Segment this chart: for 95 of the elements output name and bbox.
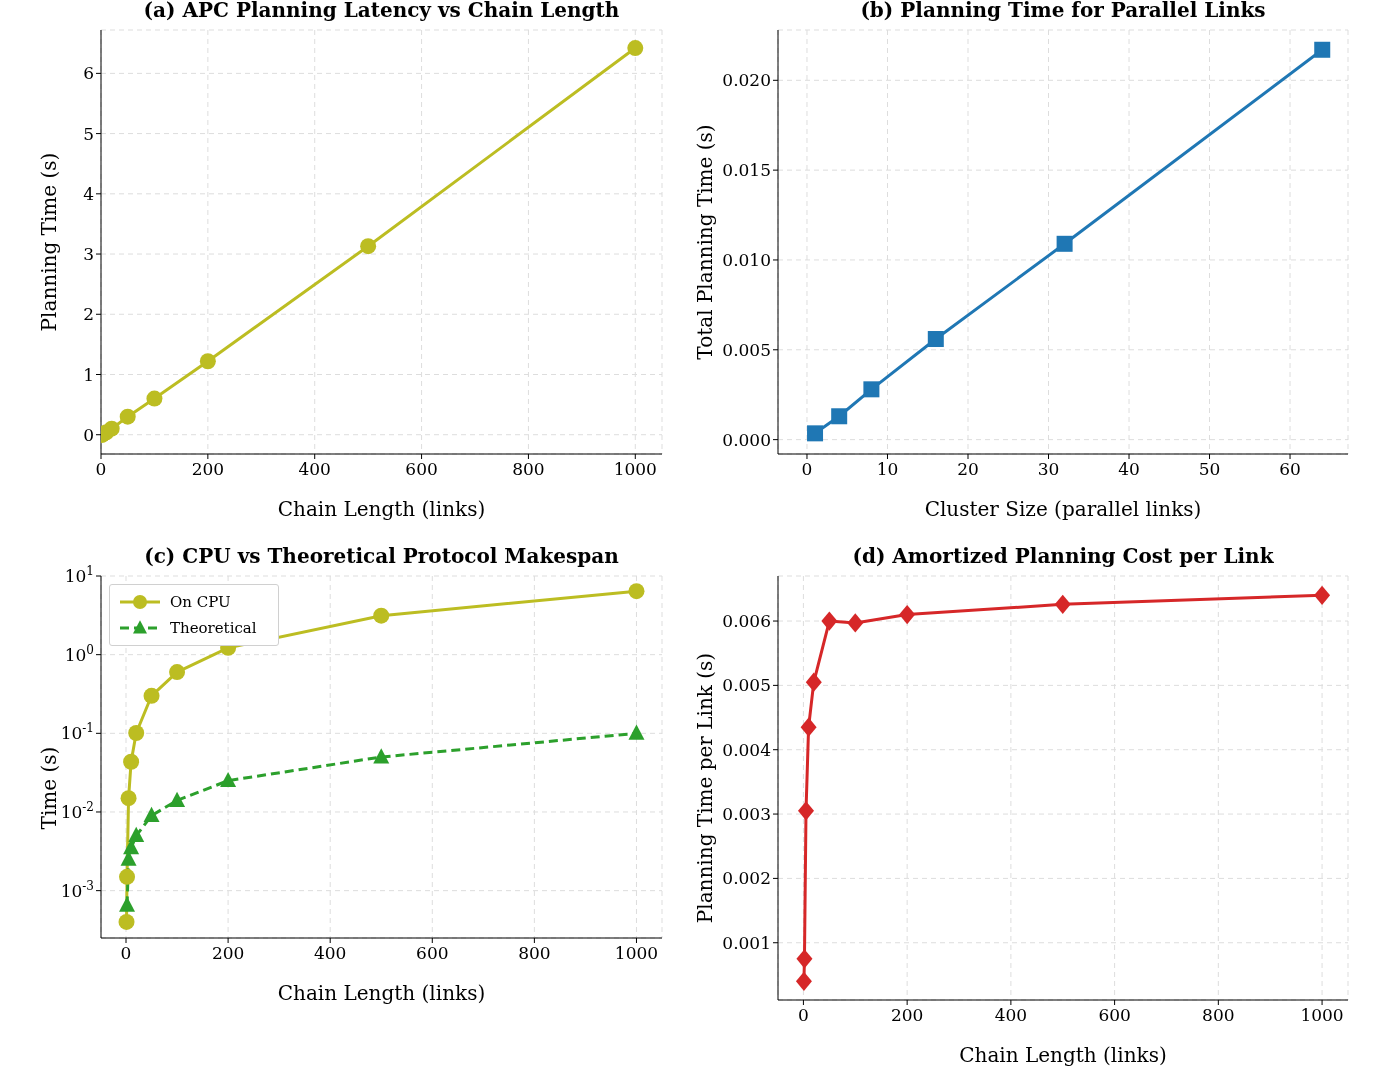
point: [805, 672, 822, 692]
x-tick-label: 200: [890, 1005, 924, 1025]
point: [1056, 235, 1073, 252]
y-tick-label: 2: [83, 304, 94, 325]
point: [128, 724, 145, 741]
y-tick-label: 0.006: [722, 611, 771, 632]
point: [1314, 585, 1331, 605]
point: [847, 613, 864, 633]
point: [628, 583, 645, 600]
x-tick-label: 1000: [614, 943, 659, 963]
point: [628, 724, 645, 740]
point: [119, 896, 136, 912]
x-tick-label: 0: [120, 943, 132, 963]
y-tick-label: 0.002: [722, 868, 771, 889]
x-tick-label: 200: [211, 943, 245, 963]
y-tick-label: 4: [83, 183, 94, 204]
chart-title: (a) APC Planning Latency vs Chain Length: [142, 0, 621, 22]
point: [119, 408, 136, 425]
point: [143, 806, 160, 822]
y-tick-label: 0.005: [722, 675, 771, 696]
x-tick-label: 600: [405, 459, 438, 479]
point: [103, 420, 120, 437]
point: [128, 826, 145, 843]
point: [123, 753, 140, 770]
legend-label: Theoretical: [170, 619, 257, 637]
y-tick-label: 10$^{0}$: [64, 642, 94, 665]
x-tick-label: 400: [313, 943, 347, 963]
point: [143, 687, 160, 704]
legend-label: On CPU: [170, 593, 231, 611]
y-tick-label: 0.010: [722, 249, 771, 270]
point: [120, 790, 137, 807]
x-tick-label: 30: [1037, 459, 1060, 479]
x-axis-title: Chain Length (links): [959, 1043, 1167, 1067]
y-tick-label: 3: [83, 244, 94, 265]
y-tick-label: 0: [83, 424, 94, 445]
x-tick-label: 1000: [613, 459, 657, 479]
x-tick-label: 20: [957, 459, 979, 479]
y-tick-label: 0.001: [722, 932, 771, 953]
x-tick-label: 400: [298, 459, 331, 479]
x-tick-label: 10: [876, 459, 899, 479]
point: [146, 390, 163, 407]
y-tick-label: 0.020: [722, 70, 771, 91]
y-tick-label: 5: [83, 123, 94, 144]
x-tick-label: 600: [416, 943, 449, 963]
y-tick-label: 0.004: [722, 739, 771, 760]
point: [795, 971, 812, 991]
y-tick-label: 6: [83, 63, 94, 84]
x-tick-label: 800: [518, 943, 551, 963]
point: [831, 408, 848, 425]
point: [798, 801, 815, 821]
point: [899, 605, 916, 625]
x-tick-label: 400: [994, 1005, 1028, 1025]
x-axis-title: Cluster Size (parallel links): [924, 497, 1202, 521]
point: [169, 791, 186, 807]
point: [927, 331, 944, 348]
y-tick-label: 0.003: [722, 804, 771, 825]
point: [800, 717, 817, 737]
x-axis-title: Chain Length (links): [277, 497, 486, 521]
y-tick-label: 10$^{1}$: [64, 564, 94, 586]
point: [373, 748, 390, 764]
point: [1054, 594, 1071, 614]
point: [360, 238, 377, 255]
point: [220, 771, 237, 788]
point: [169, 664, 186, 681]
x-tick-label: 0: [801, 459, 813, 479]
point: [118, 913, 135, 930]
chart-title: (d) Amortized Planning Cost per Link: [851, 544, 1275, 568]
point: [807, 425, 824, 442]
y-tick-label: 0.000: [722, 429, 771, 450]
y-title: Planning Time (s): [40, 30, 64, 454]
point: [627, 40, 644, 57]
x-tick-label: 1000: [1300, 1005, 1344, 1025]
y-title: Planning Time per Link (s): [696, 576, 720, 1000]
x-tick-label: 0: [798, 1005, 809, 1025]
y-tick-label: 0.015: [722, 160, 771, 181]
y-tick-label: 0.005: [722, 339, 771, 360]
x-tick-label: 600: [1098, 1005, 1131, 1025]
point: [373, 607, 390, 624]
point: [796, 949, 813, 969]
x-tick-label: 60: [1279, 459, 1301, 479]
point: [119, 868, 136, 885]
point: [863, 381, 880, 398]
chart-title: (b) Planning Time for Parallel Links: [859, 0, 1267, 22]
y-tick-label: 1: [83, 364, 94, 385]
point: [1314, 41, 1331, 58]
x-tick-label: 800: [1202, 1005, 1235, 1025]
point: [821, 611, 838, 631]
x-axis-title: Chain Length (links): [277, 981, 486, 1005]
x-tick-label: 40: [1118, 459, 1140, 479]
x-tick-label: 50: [1198, 459, 1221, 479]
point: [199, 353, 216, 370]
y-title: Total Planning Time (s): [696, 30, 720, 454]
x-tick-label: 200: [191, 459, 225, 479]
x-tick-label: 800: [512, 459, 545, 479]
chart-title: (c) CPU vs Theoretical Protocol Makespan: [144, 544, 619, 568]
